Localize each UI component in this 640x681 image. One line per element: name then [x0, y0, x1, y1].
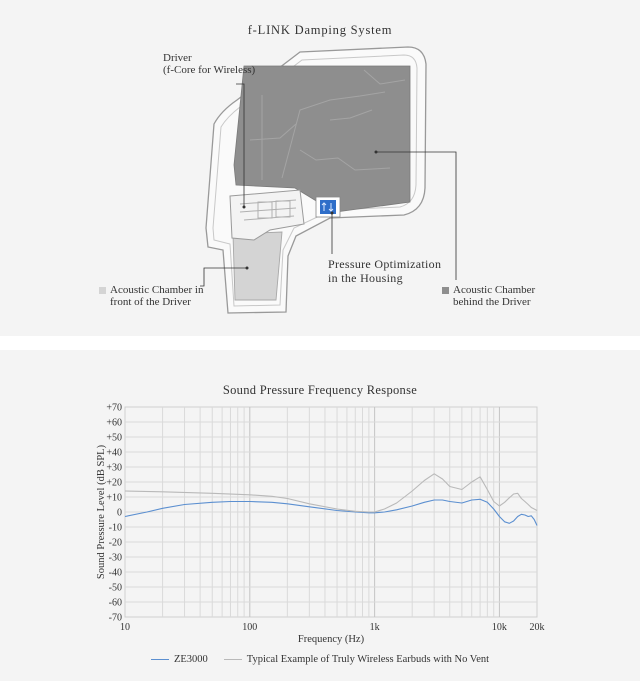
front-chamber-shape	[232, 231, 283, 301]
y-tick-label: +10	[106, 493, 122, 504]
chart-title: Sound Pressure Frequency Response	[222, 383, 418, 397]
x-tick-label: 20k	[530, 622, 545, 633]
behind-chamber-swatch	[442, 287, 449, 294]
y-tick-label: -60	[109, 598, 122, 609]
pressure-label-line2: in the Housing	[328, 271, 403, 285]
legend-swatch	[223, 659, 242, 660]
driver-label: Driver	[163, 52, 192, 64]
front-chamber-label-line1: Acoustic Chamber in	[110, 284, 204, 296]
x-tick-label: 100	[242, 622, 257, 633]
front-chamber-label-line2: front of the Driver	[110, 296, 191, 308]
chart-panel	[0, 350, 640, 681]
y-tick-label: -50	[109, 583, 122, 594]
legend-item-ze3000: ZE3000	[150, 654, 208, 665]
y-tick-label: -20	[109, 538, 122, 549]
frequency-response-chart: +70 +60 +50 +40 +30 +20 +10 0 -10 -20 -30 -40 -50 -60…	[96, 403, 545, 646]
driver-detail-lines	[239, 199, 297, 221]
behind-chamber-label-line2: behind the Driver	[453, 296, 531, 308]
chart-legend: ZE3000 Typical Example of Truly Wireless …	[0, 652, 640, 665]
y-tick-label: +40	[106, 448, 122, 459]
diagram-title: f-LINK Damping System	[247, 23, 393, 37]
tick-layer: +70 +60 +50 +40 +30 +20 +10 0 -10 -20 -30 -40 -50 -60…	[106, 403, 544, 634]
legend-item-typical-earbuds: Typical Example of Truly Wireless Earbud…	[223, 654, 490, 665]
y-tick-label: 0	[117, 508, 122, 519]
housing-inner-outline	[212, 54, 418, 307]
driver-sublabel: (f-Core for Wireless)	[163, 64, 256, 76]
legend-label: Typical Example of Truly Wireless Earbud…	[246, 654, 490, 665]
pressure-vent-arrows	[321, 202, 334, 212]
y-tick-label: -10	[109, 523, 122, 534]
series-line-typical-earbuds	[124, 473, 538, 513]
y-tick-label: -70	[109, 613, 122, 624]
y-tick-label: +20	[106, 478, 122, 489]
y-axis-label: Sound Pressure Level (dB SPL)	[96, 444, 107, 579]
legend-label: ZE3000	[173, 654, 208, 665]
grid-layer	[124, 406, 538, 618]
y-tick-label: +50	[106, 433, 122, 444]
internal-structure-lines	[249, 69, 406, 180]
y-tick-label: +60	[106, 418, 122, 429]
series-line-ze3000	[124, 498, 538, 526]
driver-shape	[229, 189, 305, 241]
x-tick-label: 1k	[370, 622, 380, 633]
y-tick-label: -40	[109, 568, 122, 579]
earbud-cross-section-diagram	[200, 46, 457, 314]
y-tick-label: -30	[109, 553, 122, 564]
y-tick-label: +30	[106, 463, 122, 474]
pressure-vent	[320, 200, 336, 214]
behind-chamber-label-line1: Acoustic Chamber	[453, 284, 536, 296]
y-tick-label: +70	[106, 403, 122, 414]
x-tick-label: 10k	[492, 622, 507, 633]
legend-swatch	[150, 659, 169, 660]
pressure-label-line1: Pressure Optimization	[328, 257, 442, 271]
x-axis-label: Frequency (Hz)	[298, 634, 365, 645]
front-chamber-swatch	[99, 287, 106, 294]
x-tick-label: 10	[120, 622, 130, 633]
leader-lines	[200, 83, 457, 287]
series-layer	[124, 473, 538, 526]
